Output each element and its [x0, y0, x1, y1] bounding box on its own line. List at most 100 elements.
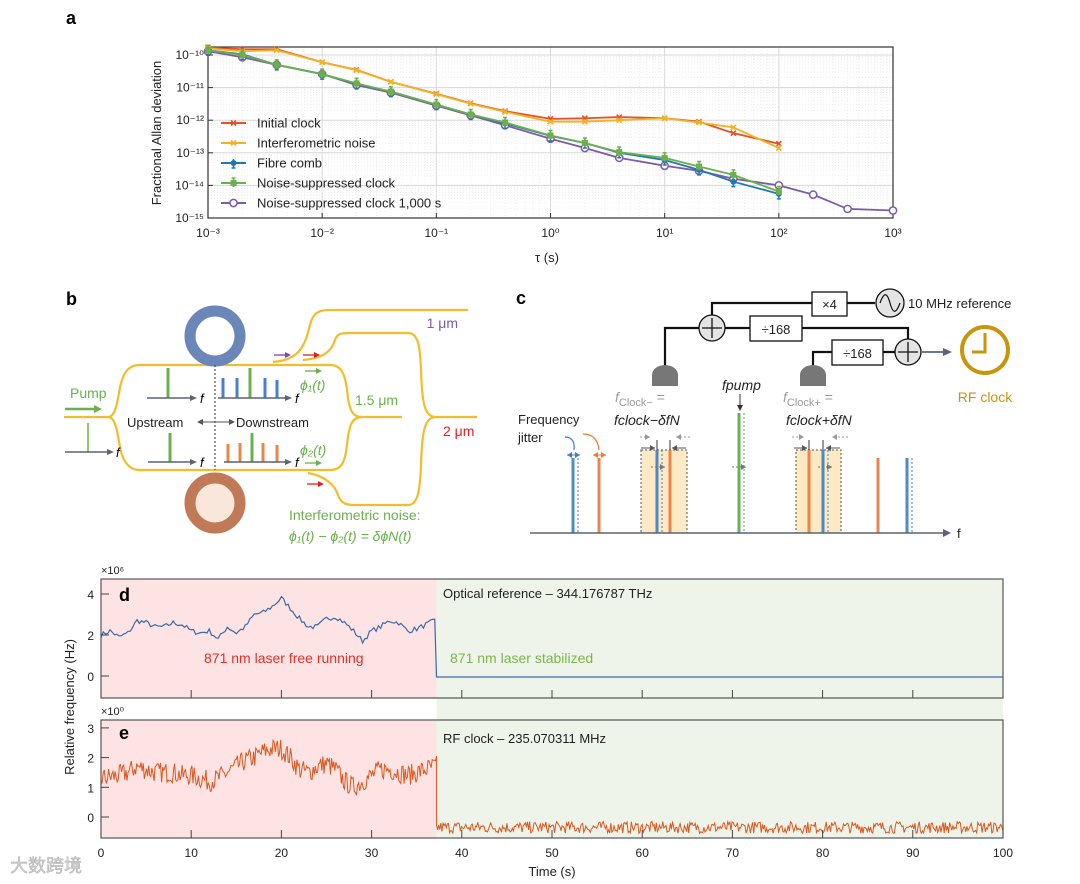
f-label: f: [295, 455, 300, 470]
f-label: f: [116, 445, 121, 460]
jitter-arrow-icon-head: [575, 452, 580, 458]
legend-marker: [229, 198, 238, 208]
x-tick-label: 10²: [770, 226, 787, 240]
allan-xlabel: τ (s): [535, 250, 559, 265]
f-label: f: [200, 455, 205, 470]
data-point: [581, 118, 588, 125]
y-tick-label: 0: [87, 811, 94, 825]
legend-entry: Noise-suppressed clock: [221, 176, 396, 191]
spectrum: f: [224, 433, 300, 470]
panel-c: c ×4 ÷168 ÷168 10 MHz reference RF clock…: [516, 288, 1013, 541]
data-point: [616, 149, 623, 156]
x-tick-label: 70: [726, 846, 740, 860]
legend-label: Interferometric noise: [257, 136, 376, 151]
stabilized-label: 871 nm laser stabilized: [450, 650, 593, 666]
panel-label-b: b: [66, 289, 77, 309]
data-point: [843, 204, 852, 214]
phi1-arrow-icon: [305, 368, 322, 374]
delta-arrow-icon-head: [650, 445, 655, 451]
jitter-arrow-icon-head: [567, 452, 572, 458]
shift-arrow-icon-head: [741, 464, 746, 470]
photodetector-1: [652, 365, 678, 386]
watermark-logo: 大数跨境: [10, 856, 82, 876]
legend-marker: [230, 180, 237, 186]
pump-arrow-icon: [65, 405, 102, 413]
data-point: [730, 130, 737, 137]
x-tick-label: 80: [816, 846, 830, 860]
jitter-pointer-blue: [564, 436, 575, 451]
legend-marker: [230, 119, 237, 127]
y-tick-label: 10⁻¹⁴: [175, 178, 204, 192]
sine-oscillator-icon: [875, 288, 905, 318]
delta-arrow-icon-head: [672, 445, 677, 451]
f-label: f: [295, 391, 300, 406]
fpump-label: fpump: [722, 377, 761, 393]
wavelength-1um: 1 μm: [427, 315, 458, 331]
frequency-jitter-label-2: jitter: [517, 430, 543, 445]
x-tick-label: 10¹: [656, 226, 673, 240]
divider-label-1: ÷168: [762, 322, 791, 337]
pump-label: Pump: [70, 385, 107, 401]
data-point: [547, 132, 554, 139]
legend-label: Initial clock: [257, 116, 321, 131]
legend-label: Noise-suppressed clock: [257, 176, 396, 191]
clock-plus-window: [795, 449, 842, 534]
data-point: [502, 119, 509, 126]
y-tick-label: 4: [87, 588, 94, 602]
delta-arrow-icon-head: [676, 434, 681, 440]
panel-d-multiplier: ×10⁶: [101, 565, 124, 577]
data-point: [353, 80, 360, 87]
mixer-2: [894, 338, 922, 366]
legend-label: Fibre comb: [257, 156, 322, 171]
panel-d-title: Optical reference – 344.176787 THz: [443, 586, 652, 601]
interferometric-noise-title: Interferometric noise:: [289, 507, 421, 523]
series-line: [207, 49, 780, 193]
data-point: [888, 206, 898, 215]
wire-detector2: [811, 350, 895, 368]
y-tick-label: 10⁻¹⁰: [176, 48, 205, 62]
data-point: [239, 52, 246, 58]
data-point: [387, 88, 394, 95]
spectrum: f: [148, 433, 205, 470]
axis-arrow-icon: [285, 395, 292, 401]
data-point: [502, 108, 509, 115]
axis-arrow-icon: [285, 459, 292, 465]
delta-arrow-icon-head: [826, 445, 831, 451]
delta-arrow-icon-head: [802, 445, 807, 451]
pump-spectrum: f: [65, 423, 121, 460]
phi1-label: ϕ₁(t): [300, 377, 325, 393]
optical-reference-trace: [100, 595, 1003, 678]
y-tick-label: 0: [87, 670, 94, 684]
f-symbol: f: [615, 389, 621, 405]
shift-arrow-icon-head: [660, 464, 665, 470]
x-tick-label: 60: [636, 846, 650, 860]
data-point: [319, 71, 326, 78]
fclock-minus-label: fClock− =: [615, 389, 665, 409]
data-point: [467, 100, 474, 107]
data-point: [433, 91, 440, 98]
series-noise-suppressed-clock: [205, 44, 782, 196]
clock-minus-window: [640, 449, 688, 534]
data-point: [273, 61, 280, 68]
x-tick-label: 10⁻²: [310, 226, 334, 240]
wire-reference: [710, 301, 875, 315]
data-point: [353, 67, 360, 74]
free-running-region: [101, 720, 437, 838]
legend-marker: [230, 139, 237, 147]
downstream-label: Downstream: [236, 415, 309, 430]
divider-label-2: ÷168: [843, 346, 872, 361]
purple-arrow-icon: [274, 352, 291, 358]
delta-arrow-icon-head: [645, 434, 650, 440]
multiplier-label: ×4: [822, 297, 837, 312]
y-tick-label: 10⁻¹¹: [176, 81, 204, 95]
legend-marker: [230, 160, 237, 166]
time-series-backgrounds: [101, 579, 1003, 838]
divider-box-2: [831, 339, 884, 366]
reference-label: 10 MHz reference: [908, 296, 1011, 311]
data-point: [730, 171, 737, 178]
waveguide-branch-1um: [272, 308, 468, 364]
red-arrow-icon: [307, 481, 324, 487]
multiplier-box: [811, 291, 848, 317]
data-point: [581, 139, 588, 146]
